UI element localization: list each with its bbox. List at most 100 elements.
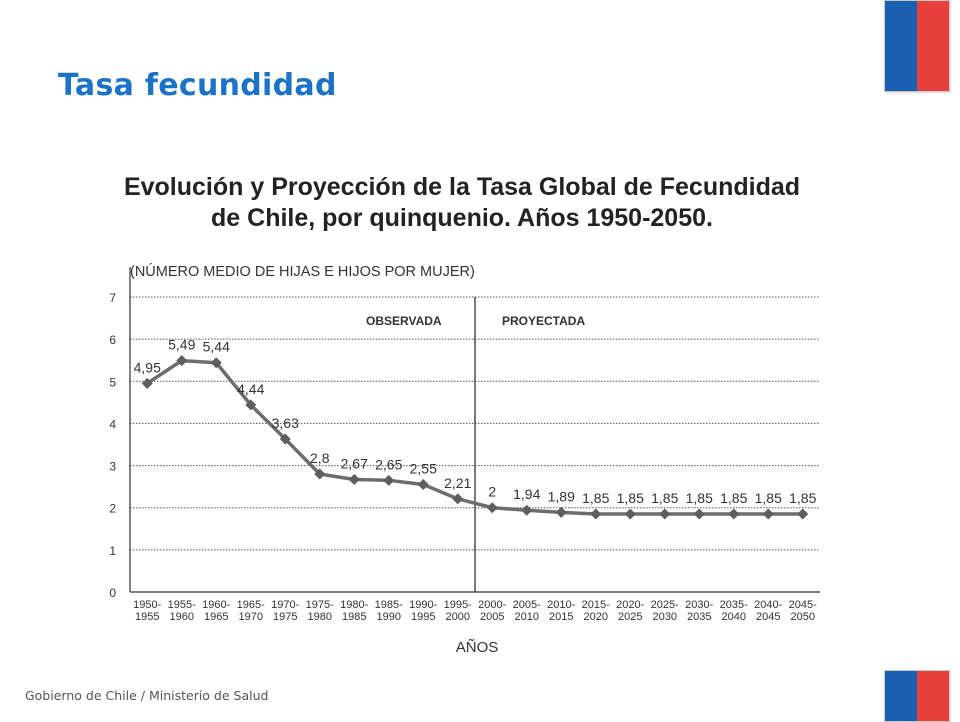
data-point: [417, 479, 429, 491]
x-tick-label: 1975-: [306, 599, 334, 611]
x-tick-label: 2045-: [789, 599, 817, 611]
y-tick-label: 2: [109, 502, 116, 516]
chile-flag-logo-bottom: [884, 670, 950, 722]
data-point: [348, 473, 360, 485]
x-tick-label: 2015-: [582, 599, 610, 611]
y-tick-label: 0: [109, 586, 116, 600]
x-tick-label: 2005-: [513, 599, 541, 611]
y-tick-label: 6: [109, 333, 116, 347]
data-label: 3,63: [272, 415, 299, 431]
region-label-observada: OBSERVADA: [366, 314, 442, 328]
data-point: [383, 474, 395, 486]
data-label: 1,85: [582, 490, 609, 506]
x-tick-label: 2010: [515, 611, 539, 623]
data-point: [452, 493, 464, 505]
x-tick-label: 2025-: [651, 599, 679, 611]
data-point: [176, 355, 188, 367]
data-label: 1,85: [686, 490, 713, 506]
data-label: 1,85: [720, 490, 747, 506]
data-point: [762, 508, 774, 520]
region-label-proyectada: PROYECTADA: [502, 314, 585, 328]
x-tick-label: 2050: [791, 611, 815, 623]
y-tick-label: 1: [109, 544, 116, 558]
fertility-chart: Evolución y Proyección de la Tasa Global…: [100, 160, 840, 660]
data-point: [590, 508, 602, 520]
chart-title-line2: de Chile, por quinquenio. Años 1950-2050…: [211, 204, 713, 232]
x-tick-label: 1960-: [202, 599, 230, 611]
data-label: 2,21: [444, 475, 471, 491]
x-tick-label: 2045: [756, 611, 780, 623]
data-point: [141, 377, 153, 389]
data-point: [314, 468, 326, 480]
x-tick-label: 2020: [584, 611, 608, 623]
data-point: [210, 357, 222, 369]
data-label: 4,44: [237, 381, 264, 397]
data-point: [624, 508, 636, 520]
x-tick-label: 1950-: [133, 599, 161, 611]
x-tick-label: 2035-: [720, 599, 748, 611]
x-tick-label: 1990-: [409, 599, 437, 611]
x-tick-label: 1985: [342, 611, 366, 623]
x-tick-label: 1990: [377, 611, 401, 623]
x-tick-label: 1965: [204, 611, 228, 623]
data-point: [797, 508, 809, 520]
fertility-rate-line: [146, 358, 803, 516]
x-tick-label: 1965-: [237, 599, 265, 611]
x-tick-label: 2040-: [754, 599, 782, 611]
data-point: [659, 508, 671, 520]
x-tick-label: 2025: [618, 611, 642, 623]
x-tick-label: 2015: [549, 611, 573, 623]
x-tick-label: 2005: [480, 611, 504, 623]
x-tick-label: 2010-: [547, 599, 575, 611]
data-label: 1,85: [651, 490, 678, 506]
data-label: 1,89: [548, 488, 575, 504]
data-point: [521, 504, 533, 516]
fertility-chart-svg: Evolución y Proyección de la Tasa Global…: [109, 173, 820, 656]
y-tick-label: 7: [109, 291, 116, 305]
x-tick-label: 2030: [653, 611, 677, 623]
data-label: 4,95: [134, 359, 161, 375]
x-tick-label: 1970: [239, 611, 263, 623]
x-tick-label: 2040: [722, 611, 746, 623]
data-point: [279, 433, 291, 445]
data-point: [728, 508, 740, 520]
data-label: 2,65: [375, 456, 402, 472]
data-label: 1,85: [617, 490, 644, 506]
data-label: 2: [488, 484, 496, 500]
data-label: 1,85: [789, 490, 816, 506]
data-label: 1,94: [513, 486, 540, 502]
data-label: 2,55: [410, 461, 437, 477]
data-label: 1,85: [755, 490, 782, 506]
x-tick-label: 2030-: [685, 599, 713, 611]
x-axis-label: AÑOS: [456, 639, 499, 656]
data-label: 2,67: [341, 455, 368, 471]
x-tick-label: 2000: [446, 611, 470, 623]
chart-title-line1: Evolución y Proyección de la Tasa Global…: [124, 173, 800, 201]
data-point: [245, 399, 257, 411]
data-point: [693, 508, 705, 520]
x-tick-label: 1980-: [340, 599, 368, 611]
data-point: [486, 502, 498, 514]
x-tick-label: 1970-: [271, 599, 299, 611]
y-tick-label: 4: [109, 417, 116, 431]
y-tick-label: 3: [109, 460, 116, 474]
x-tick-label: 1980: [308, 611, 332, 623]
x-tick-label: 1995-: [444, 599, 472, 611]
x-tick-label: 2000-: [478, 599, 506, 611]
x-tick-label: 1955-: [168, 599, 196, 611]
y-tick-label: 5: [109, 375, 116, 389]
x-tick-label: 1975: [273, 611, 297, 623]
slide-title: Tasa fecundidad: [58, 68, 337, 103]
x-tick-label: 1995: [411, 611, 435, 623]
x-tick-label: 2035: [687, 611, 711, 623]
data-label: 5,49: [168, 337, 195, 353]
x-tick-label: 1985-: [375, 599, 403, 611]
footer-text: Gobierno de Chile / Ministerio de Salud: [25, 688, 269, 703]
data-point: [555, 506, 567, 518]
data-label: 2,8: [310, 450, 330, 466]
x-tick-label: 1960: [170, 611, 194, 623]
data-label: 5,44: [203, 339, 230, 355]
y-axis-label: (NÚMERO MEDIO DE HIJAS E HIJOS POR MUJER…: [130, 263, 475, 280]
x-tick-label: 1955: [135, 611, 159, 623]
x-tick-label: 2020-: [616, 599, 644, 611]
